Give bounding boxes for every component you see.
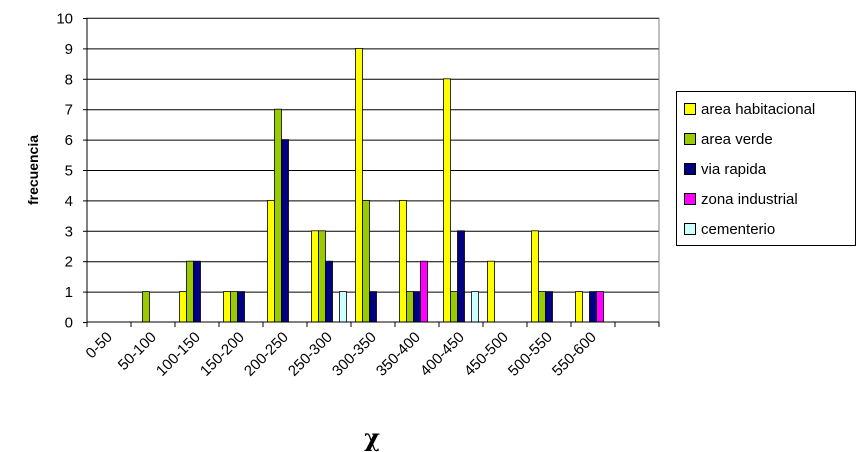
- bar-marks: [142, 48, 604, 323]
- bar-area-habitacional-500-550: [531, 230, 539, 323]
- bar-area-verde-50-100: [142, 291, 150, 323]
- legend-item-area-habitacional: area habitacional: [684, 100, 815, 118]
- bar-area-verde-100-150: [186, 260, 194, 323]
- bar-area-verde-350-400: [406, 291, 414, 323]
- bar-area-verde-200-250: [274, 108, 282, 323]
- bar-zona-industrial-550-600: [596, 291, 604, 323]
- legend-label: area verde: [701, 130, 773, 148]
- y-tick-label: 0: [65, 315, 73, 332]
- legend-swatch: [684, 133, 696, 145]
- bar-via-rapida-400-450: [457, 230, 465, 323]
- bar-via-rapida-250-300: [325, 260, 333, 323]
- bar-area-habitacional-550-600: [575, 291, 583, 323]
- x-tick-label: 350-400: [373, 329, 424, 380]
- x-tick-label: 250-300: [285, 329, 336, 380]
- x-tick-label: 0-50: [83, 329, 116, 362]
- x-tick-label: 400-450: [417, 329, 468, 380]
- bar-area-habitacional-150-200: [223, 291, 231, 323]
- bar-area-verde-300-350: [362, 199, 370, 323]
- legend-item-via-rapida: via rapida: [684, 160, 766, 178]
- x-tick-label: 150-200: [197, 329, 248, 380]
- legend-label: area habitacional: [701, 100, 816, 118]
- y-tick-label: 3: [65, 223, 73, 240]
- bar-via-rapida-550-600: [589, 291, 597, 323]
- legend-swatch: [684, 163, 696, 175]
- legend-label: via rapida: [701, 160, 767, 178]
- bar-zona-industrial-350-400: [420, 260, 428, 323]
- x-tick-label: 300-350: [329, 329, 380, 380]
- legend-swatch: [684, 223, 696, 235]
- bar-via-rapida-300-350: [369, 291, 377, 323]
- y-tick-label: 5: [65, 163, 73, 180]
- y-tick-label: 4: [65, 193, 73, 210]
- y-tick-labels: 0 1 2 3 4 5 6 7 8 9 10: [56, 11, 87, 332]
- bar-area-verde-250-300: [318, 230, 326, 323]
- bar-cementerio-400-450: [471, 291, 479, 323]
- y-tick-label: 2: [65, 254, 73, 271]
- bar-area-habitacional-450-500: [487, 260, 495, 323]
- bar-via-rapida-100-150: [193, 260, 201, 323]
- bar-via-rapida-500-550: [545, 291, 553, 323]
- x-axis-label: χ: [364, 423, 380, 452]
- legend-item-cementerio: cementerio: [684, 220, 775, 238]
- bar-area-habitacional-350-400: [399, 199, 407, 323]
- legend-swatch: [684, 103, 696, 115]
- x-tick-label: 100-150: [153, 329, 204, 380]
- bar-area-verde-500-550: [538, 291, 546, 323]
- x-tick-label: 200-250: [241, 329, 292, 380]
- x-tick-label: 500-550: [505, 329, 556, 380]
- legend-label: zona industrial: [701, 190, 798, 208]
- y-tick-label: 7: [65, 102, 73, 119]
- legend-label: cementerio: [701, 220, 776, 238]
- bar-area-habitacional-300-350: [355, 48, 363, 323]
- bar-area-verde-400-450: [450, 291, 458, 323]
- bar-cementerio-250-300: [339, 291, 347, 323]
- bar-via-rapida-150-200: [237, 291, 245, 323]
- y-axis-label: frecuencia: [25, 135, 41, 205]
- bar-area-verde-150-200: [230, 291, 238, 323]
- bar-via-rapida-200-250: [281, 139, 289, 323]
- bar-area-habitacional-400-450: [443, 78, 451, 323]
- x-tick-label: 550-600: [549, 329, 600, 380]
- y-tick-label: 1: [65, 284, 73, 301]
- y-tick-label: 6: [65, 132, 73, 149]
- bar-area-habitacional-250-300: [311, 230, 319, 323]
- legend-swatch: [684, 193, 696, 205]
- x-tick-label: 450-500: [461, 329, 512, 380]
- gridlines: [87, 18, 659, 293]
- legend: area habitacional area verde via rapida …: [676, 91, 856, 246]
- bar-via-rapida-350-400: [413, 291, 421, 323]
- legend-item-area-verde: area verde: [684, 130, 773, 148]
- legend-item-zona-industrial: zona industrial: [684, 190, 798, 208]
- bar-area-habitacional-200-250: [267, 199, 275, 323]
- bar-area-habitacional-100-150: [179, 291, 187, 323]
- y-tick-label: 9: [65, 41, 73, 58]
- y-tick-label: 10: [56, 11, 73, 28]
- x-tick-labels: 0-5050-100100-150150-200200-250250-30030…: [83, 322, 660, 380]
- y-tick-label: 8: [65, 71, 73, 88]
